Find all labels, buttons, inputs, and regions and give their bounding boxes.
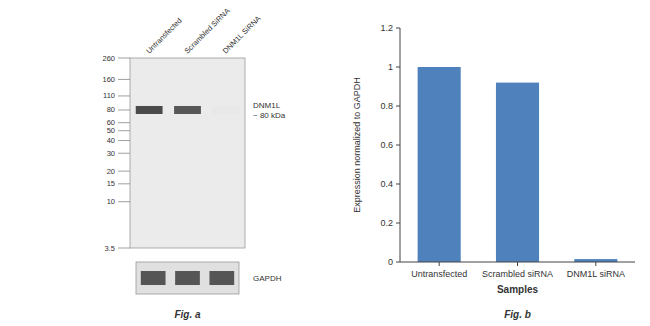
ladder-tick: [118, 109, 130, 110]
y-tick: [396, 106, 400, 107]
y-tick-label: 0.8: [380, 101, 393, 111]
ladder-tick: [118, 171, 130, 172]
gapdh-band: [175, 271, 200, 285]
bars: [418, 67, 618, 262]
ladder-tick: [118, 58, 130, 59]
x-tick-label: DNM1L siRNA: [567, 269, 625, 279]
band-label: DNM1L~ 80 kDa: [253, 101, 286, 120]
band-label: GAPDH: [253, 274, 282, 283]
ladder-label: 20: [107, 167, 115, 176]
panel-label: Fig. a: [174, 309, 201, 320]
lane-label: DNM1L SiRNA: [221, 14, 263, 56]
ladder-label: 160: [102, 75, 115, 84]
blot-panel: 26016011080605040302015103.5Untransfecte…: [102, 6, 285, 320]
y-tick-label: 1.2: [380, 23, 393, 33]
y-tick: [396, 262, 400, 263]
ladder-label: 40: [107, 136, 115, 145]
ladder-tick: [118, 140, 130, 141]
bar: [418, 67, 461, 262]
y-tick: [396, 223, 400, 224]
background: [0, 0, 650, 326]
gapdh-band: [141, 271, 166, 285]
blot-band: [212, 106, 239, 114]
y-tick-label: 0.2: [380, 218, 393, 228]
blot-band: [174, 106, 201, 114]
y-tick: [396, 28, 400, 29]
blot-main: [130, 58, 245, 248]
ladder-label: 30: [107, 149, 115, 158]
y-axis: [400, 28, 401, 262]
ladder-label: 80: [107, 105, 115, 114]
ladder-tick: [118, 130, 130, 131]
x-tick: [517, 262, 518, 266]
y-tick-label: 0.6: [380, 140, 393, 150]
ladder-tick: [118, 79, 130, 80]
bar-panel: 0 0.2 0.4 0.6 0.8 1 1.2 Untransfected Scrambled …: [352, 23, 635, 320]
y-tick: [396, 145, 400, 146]
text-line: ~ 80 kDa: [253, 110, 286, 119]
panel-label: Fig. b: [504, 309, 531, 320]
y-tick-label: 0: [388, 257, 393, 267]
x-axis-label: Samples: [497, 284, 539, 295]
y-tick: [396, 67, 400, 68]
y-tick: [396, 184, 400, 185]
text-line: DNM1L: [253, 101, 281, 110]
blot-gapdh: [136, 262, 239, 294]
ladder-label: 15: [107, 179, 115, 188]
x-tick: [595, 262, 596, 266]
ladder-label: 50: [107, 126, 115, 135]
x-tick: [439, 262, 440, 266]
ladder-tick: [118, 201, 130, 202]
figure: 26016011080605040302015103.5Untransfecte…: [0, 0, 650, 326]
gapdh-band: [209, 271, 234, 285]
ladder-label: 260: [102, 54, 115, 63]
ladder-label: 10: [107, 197, 115, 206]
ladder-tick: [118, 122, 130, 123]
ladder-label: 3.5: [105, 244, 115, 253]
y-tick-label: 0.4: [380, 179, 393, 189]
blot-band: [136, 106, 163, 114]
x-tick-label: Scrambled siRNA: [482, 269, 553, 279]
bar: [496, 83, 539, 262]
y-tick-label: 1: [388, 62, 393, 72]
ladder-tick: [118, 248, 130, 249]
x-tick-label: Untransfected: [411, 269, 467, 279]
y-axis-label: Expression normalized to GAPDH: [352, 77, 362, 213]
ladder-tick: [118, 183, 130, 184]
ladder-tick: [118, 95, 130, 96]
ladder-label: 110: [103, 91, 115, 100]
lane-label: Untransfected: [144, 16, 183, 55]
ladder-tick: [118, 153, 130, 154]
